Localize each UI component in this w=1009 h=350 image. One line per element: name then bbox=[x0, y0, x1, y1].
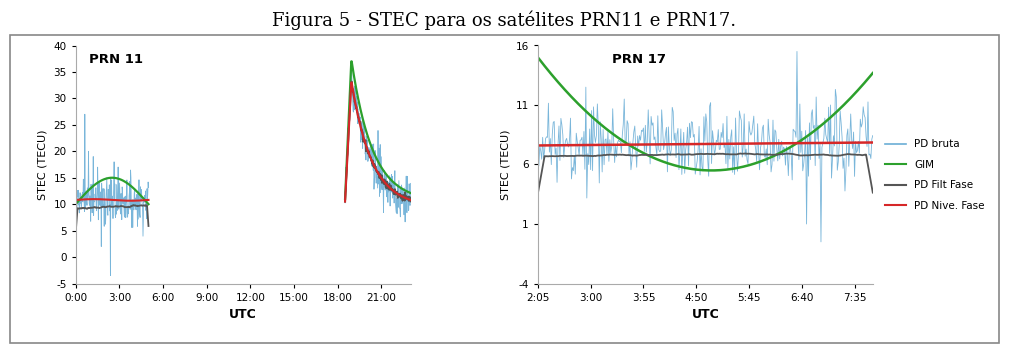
Text: Figura 5 - STEC para os satélites PRN11 e PRN17.: Figura 5 - STEC para os satélites PRN11 … bbox=[272, 10, 737, 30]
X-axis label: UTC: UTC bbox=[691, 308, 719, 321]
Text: PRN 11: PRN 11 bbox=[89, 52, 143, 66]
X-axis label: UTC: UTC bbox=[229, 308, 257, 321]
Y-axis label: STEC (TECU): STEC (TECU) bbox=[500, 129, 510, 200]
Y-axis label: STEC (TECU): STEC (TECU) bbox=[38, 129, 47, 200]
Legend: PD bruta, GIM, PD Filt Fase, PD Nive. Fase: PD bruta, GIM, PD Filt Fase, PD Nive. Fa… bbox=[881, 135, 989, 215]
Text: PRN 17: PRN 17 bbox=[611, 52, 666, 66]
